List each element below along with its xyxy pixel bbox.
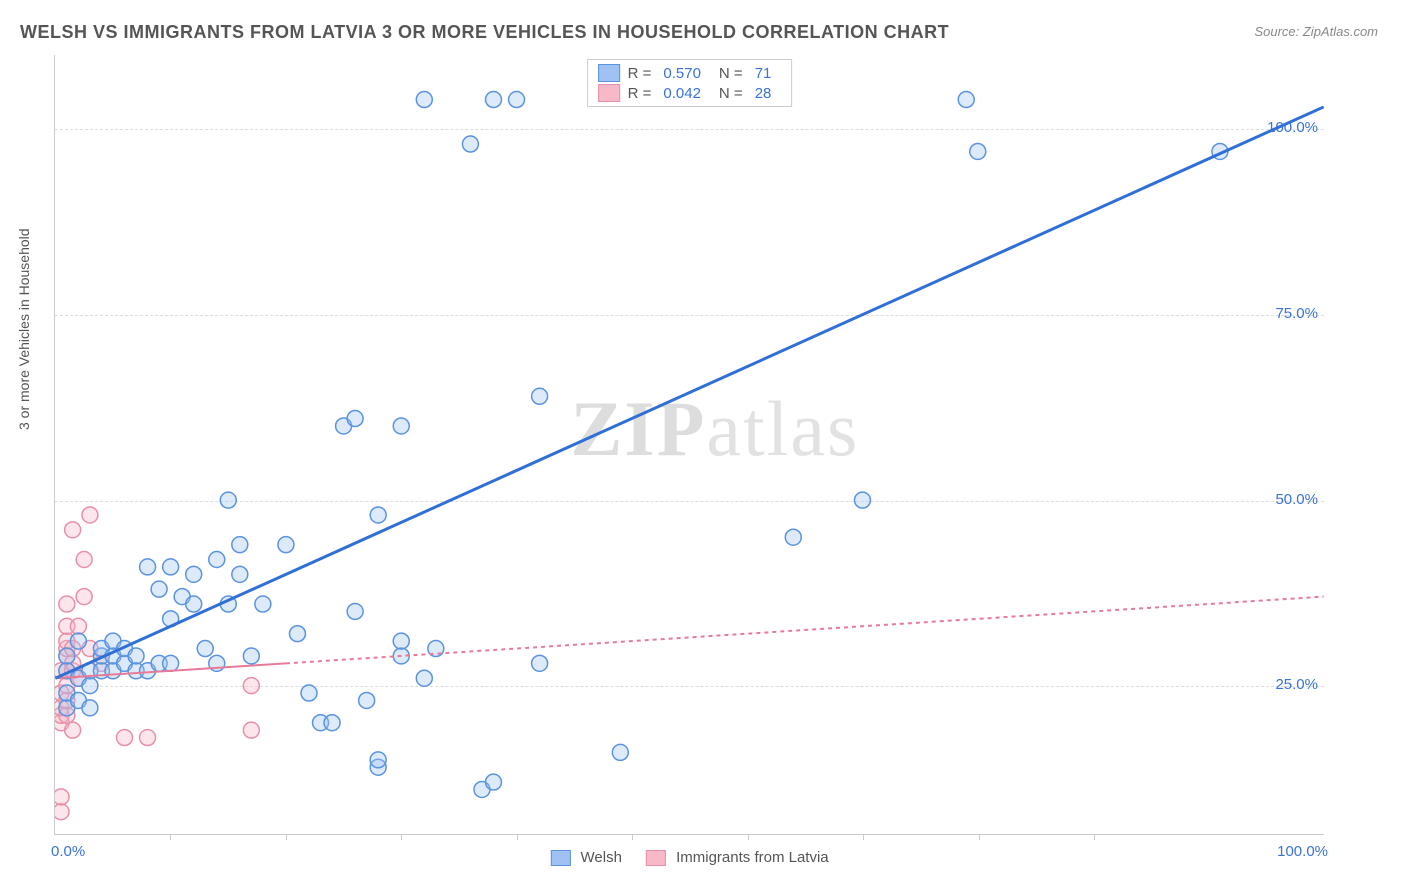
- scatter-svg: [55, 55, 1324, 834]
- legend-swatch-welsh-bottom: [550, 850, 570, 866]
- x-tick: [286, 834, 287, 840]
- data-point: [485, 92, 501, 108]
- data-point: [970, 143, 986, 159]
- data-point: [163, 655, 179, 671]
- data-point: [55, 804, 69, 820]
- x-tick: [517, 834, 518, 840]
- data-point: [59, 596, 75, 612]
- data-point: [76, 552, 92, 568]
- data-point: [958, 92, 974, 108]
- data-point: [65, 722, 81, 738]
- data-point: [324, 715, 340, 731]
- data-point: [70, 633, 86, 649]
- n-value-a: 71: [755, 65, 772, 82]
- y-axis-label: 3 or more Vehicles in Household: [16, 228, 32, 430]
- legend-row-latvia: R = 0.042 N = 28: [598, 84, 782, 102]
- trend-line: [55, 107, 1323, 678]
- data-point: [220, 492, 236, 508]
- data-point: [232, 537, 248, 553]
- legend-label-latvia: Immigrants from Latvia: [676, 849, 829, 866]
- data-point: [785, 529, 801, 545]
- plot-area: ZIPatlas 25.0%50.0%75.0%100.0% R = 0.570…: [54, 55, 1324, 835]
- legend-swatch-welsh: [598, 64, 620, 82]
- r-value-a: 0.570: [663, 65, 701, 82]
- data-point: [485, 774, 501, 790]
- data-point: [347, 411, 363, 427]
- x-min-label: 0.0%: [51, 843, 85, 860]
- n-label-b: N =: [719, 85, 743, 102]
- data-point: [140, 730, 156, 746]
- data-point: [82, 700, 98, 716]
- n-label-a: N =: [719, 65, 743, 82]
- data-point: [393, 418, 409, 434]
- data-point: [359, 692, 375, 708]
- legend-row-welsh: R = 0.570 N = 71: [598, 64, 782, 82]
- data-point: [59, 648, 75, 664]
- chart-title: WELSH VS IMMIGRANTS FROM LATVIA 3 OR MOR…: [20, 22, 949, 43]
- chart-container: WELSH VS IMMIGRANTS FROM LATVIA 3 OR MOR…: [0, 0, 1406, 892]
- legend-label-welsh: Welsh: [581, 849, 622, 866]
- data-point: [532, 655, 548, 671]
- data-point: [416, 670, 432, 686]
- legend-correlation-box: R = 0.570 N = 71 R = 0.042 N = 28: [587, 59, 793, 107]
- legend-swatch-latvia-bottom: [646, 850, 666, 866]
- data-point: [55, 789, 69, 805]
- data-point: [243, 722, 259, 738]
- data-point: [186, 566, 202, 582]
- data-point: [82, 507, 98, 523]
- data-point: [140, 559, 156, 575]
- x-tick: [401, 834, 402, 840]
- x-tick: [632, 834, 633, 840]
- data-point: [70, 618, 86, 634]
- data-point: [82, 678, 98, 694]
- data-point: [462, 136, 478, 152]
- source-label: Source: ZipAtlas.com: [1254, 24, 1378, 39]
- legend-series-box: Welsh Immigrants from Latvia: [550, 849, 828, 866]
- data-point: [393, 633, 409, 649]
- data-point: [854, 492, 870, 508]
- data-point: [186, 596, 202, 612]
- r-label-a: R =: [628, 65, 652, 82]
- n-value-b: 28: [755, 85, 772, 102]
- data-point: [128, 648, 144, 664]
- data-point: [278, 537, 294, 553]
- data-point: [370, 507, 386, 523]
- legend-item-latvia: Immigrants from Latvia: [646, 849, 829, 866]
- data-point: [289, 626, 305, 642]
- data-point: [301, 685, 317, 701]
- x-tick: [863, 834, 864, 840]
- data-point: [255, 596, 271, 612]
- x-tick: [170, 834, 171, 840]
- data-point: [347, 603, 363, 619]
- r-value-b: 0.042: [663, 85, 701, 102]
- data-point: [370, 752, 386, 768]
- x-tick: [748, 834, 749, 840]
- data-point: [243, 648, 259, 664]
- data-point: [117, 730, 133, 746]
- data-point: [416, 92, 432, 108]
- data-point: [76, 589, 92, 605]
- r-label-b: R =: [628, 85, 652, 102]
- data-point: [209, 552, 225, 568]
- x-tick: [979, 834, 980, 840]
- x-max-label: 100.0%: [1277, 843, 1328, 860]
- data-point: [197, 641, 213, 657]
- legend-item-welsh: Welsh: [550, 849, 622, 866]
- data-point: [232, 566, 248, 582]
- data-point: [151, 581, 167, 597]
- legend-swatch-latvia: [598, 84, 620, 102]
- data-point: [65, 522, 81, 538]
- x-tick: [1094, 834, 1095, 840]
- data-point: [243, 678, 259, 694]
- data-point: [532, 388, 548, 404]
- data-point: [163, 559, 179, 575]
- data-point: [509, 92, 525, 108]
- data-point: [612, 744, 628, 760]
